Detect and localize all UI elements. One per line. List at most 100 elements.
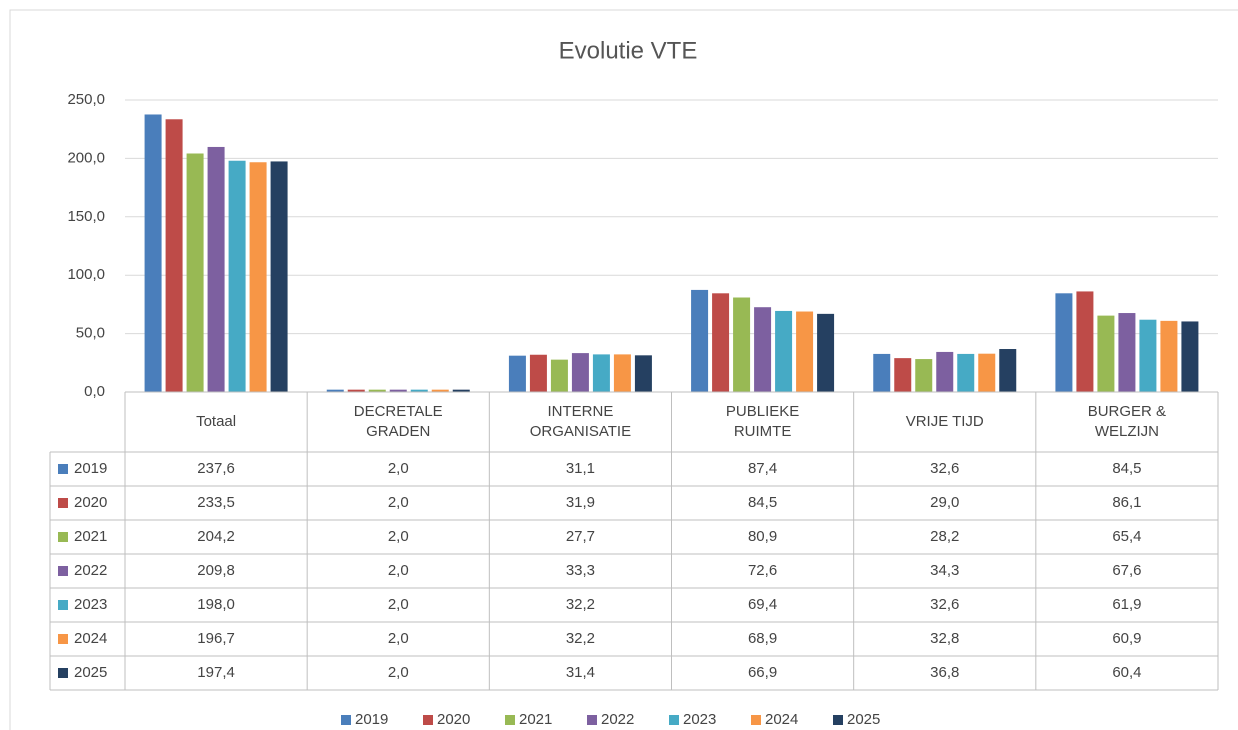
table-value: 61,9 (1112, 596, 1141, 613)
table-value: 196,7 (197, 630, 235, 647)
bar (1097, 315, 1115, 392)
table-value: 80,9 (748, 528, 777, 545)
table-row-label: 2022 (74, 562, 107, 579)
table-value: 32,2 (566, 630, 595, 647)
table-value: 32,2 (566, 596, 595, 613)
bar (144, 114, 162, 392)
legend-key (505, 715, 515, 725)
table-legend-key (58, 464, 68, 474)
bar (613, 354, 631, 392)
table-legend-key (58, 566, 68, 576)
bar (754, 307, 772, 392)
table-row-label: 2021 (74, 528, 107, 545)
category-cell: DECRETALE GRADEN (354, 403, 443, 440)
legend-key (751, 715, 761, 725)
bar (452, 389, 470, 392)
table-value: 32,6 (930, 460, 959, 477)
bar (915, 359, 933, 392)
table-value: 31,4 (566, 664, 595, 681)
bar (347, 389, 365, 392)
bar (936, 351, 954, 392)
bar (571, 353, 589, 392)
bar (431, 389, 449, 392)
category-cell: BURGER & WELZIJN (1087, 403, 1167, 440)
bar (508, 355, 526, 392)
table-row-label: 2024 (74, 630, 107, 647)
table-value: 84,5 (748, 494, 777, 511)
legend-label: 2020 (437, 711, 470, 728)
table-value: 66,9 (748, 664, 777, 681)
table-legend-key (58, 634, 68, 644)
bar (634, 355, 652, 392)
table-legend-key (58, 532, 68, 542)
bar (1181, 321, 1199, 392)
x-tick-label: BURGER & WELZIJN (1087, 403, 1167, 440)
bar (712, 293, 730, 392)
table-value: 65,4 (1112, 528, 1141, 545)
table-value: 27,7 (566, 528, 595, 545)
bar (592, 354, 610, 392)
table-legend-key (58, 498, 68, 508)
bar (550, 359, 568, 392)
x-tick-label: INTERNE ORGANISATIE (529, 403, 632, 440)
bar (389, 389, 407, 392)
legend-label: 2023 (683, 711, 716, 728)
bar (733, 297, 751, 392)
table-row-label: 2019 (74, 460, 107, 477)
table-value: 68,9 (748, 630, 777, 647)
legend-label: 2019 (355, 711, 388, 728)
bar (529, 354, 547, 392)
y-tick-label: 50,0 (76, 325, 105, 342)
bar (186, 153, 204, 392)
y-tick-label: 200,0 (67, 149, 105, 166)
y-tick-label: 150,0 (67, 208, 105, 225)
table-value: 60,4 (1112, 664, 1141, 681)
bar (410, 389, 428, 392)
bar (1076, 291, 1094, 392)
y-tick-label: 250,0 (67, 91, 105, 108)
bar (1160, 320, 1178, 392)
x-tick-label: PUBLIEKE RUIMTE (725, 403, 800, 440)
legend-label: 2025 (847, 711, 880, 728)
table-value: 34,3 (930, 562, 959, 579)
chart-title: Evolutie VTE (559, 37, 698, 64)
bar (207, 146, 225, 392)
category-cell: PUBLIEKE RUIMTE (725, 403, 800, 440)
table-value: 204,2 (197, 528, 235, 545)
bar (999, 349, 1017, 392)
legend-key (341, 715, 351, 725)
legend-key (833, 715, 843, 725)
table-value: 237,6 (197, 460, 235, 477)
table-value: 2,0 (388, 664, 409, 681)
table-value: 2,0 (388, 630, 409, 647)
legend-label: 2024 (765, 711, 798, 728)
table-value: 32,6 (930, 596, 959, 613)
table-row-label: 2025 (74, 664, 107, 681)
bar (1055, 293, 1073, 392)
table-value: 2,0 (388, 494, 409, 511)
table-value: 2,0 (388, 562, 409, 579)
legend-label: 2021 (519, 711, 552, 728)
bar (1118, 313, 1136, 392)
table-value: 28,2 (930, 528, 959, 545)
y-tick-label: 100,0 (67, 266, 105, 283)
bar (817, 313, 835, 392)
table-legend-key (58, 668, 68, 678)
table-value: 69,4 (748, 596, 777, 613)
table-value: 60,9 (1112, 630, 1141, 647)
bar (270, 161, 288, 392)
table-value: 84,5 (1112, 460, 1141, 477)
bar (228, 160, 246, 392)
table-value: 31,1 (566, 460, 595, 477)
table-row-label: 2023 (74, 596, 107, 613)
bar (796, 311, 814, 392)
x-tick-label: Totaal (196, 413, 237, 430)
table-value: 198,0 (197, 596, 235, 613)
legend-label: 2022 (601, 711, 634, 728)
table-value: 197,4 (197, 664, 235, 681)
bar (957, 353, 975, 392)
legend-key (669, 715, 679, 725)
table-legend-key (58, 600, 68, 610)
bar (326, 389, 344, 392)
